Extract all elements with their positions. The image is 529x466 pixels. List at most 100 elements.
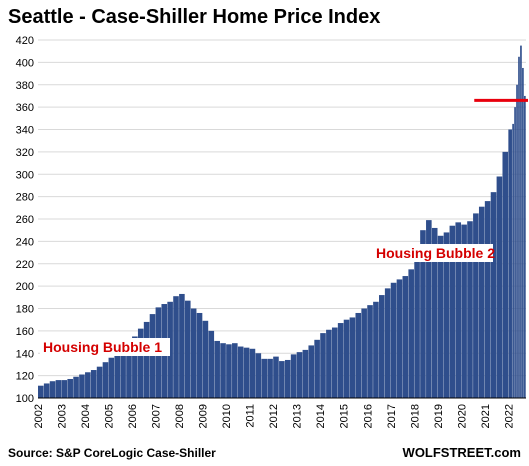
bar: [355, 312, 362, 398]
bar: [320, 333, 326, 398]
x-tick-label: 2020: [456, 404, 468, 428]
x-tick-label: 2005: [104, 404, 116, 428]
y-tick-label: 180: [16, 304, 34, 316]
bar: [167, 301, 173, 398]
bar: [120, 348, 126, 398]
bar: [137, 328, 144, 398]
x-tick-label: 2021: [480, 404, 492, 428]
bar: [61, 380, 68, 398]
bar: [49, 381, 56, 398]
bar: [261, 358, 268, 398]
bar: [396, 279, 403, 398]
bar: [524, 95, 526, 398]
bar: [331, 327, 338, 398]
bar: [455, 222, 462, 398]
x-tick-label: 2014: [315, 404, 327, 428]
y-tick-label: 320: [16, 147, 34, 159]
x-tick-label: 2002: [33, 404, 45, 428]
bar: [237, 346, 244, 398]
y-tick-label: 140: [16, 348, 34, 360]
bar: [508, 129, 512, 398]
bar: [90, 370, 97, 398]
bar: [126, 343, 132, 398]
bar: [196, 312, 203, 398]
y-tick-label: 360: [16, 102, 34, 114]
x-tick-label: 2003: [57, 404, 69, 428]
chart-title: Seattle - Case-Shiller Home Price Index: [8, 6, 381, 28]
bar: [184, 300, 191, 398]
bar: [314, 339, 320, 398]
bar: [484, 201, 491, 398]
annotation-label: Housing Bubble 2: [376, 245, 495, 261]
bar: [461, 224, 467, 398]
bar: [367, 305, 373, 398]
bar: [414, 259, 420, 398]
bar: [226, 344, 232, 398]
bar: [114, 353, 121, 398]
bar: [478, 206, 485, 398]
bar: [214, 340, 220, 398]
bar: [79, 374, 85, 398]
bar: [496, 176, 503, 398]
x-tick-label: 2017: [386, 404, 398, 428]
bar: [302, 349, 309, 398]
bar: [343, 319, 350, 398]
y-tick-label: 240: [16, 236, 34, 248]
x-tick-label: 2011: [245, 404, 257, 428]
bar: [249, 348, 256, 398]
x-tick-label: 2016: [362, 404, 374, 428]
bar: [284, 359, 291, 398]
bar: [337, 323, 344, 398]
y-tick-label: 200: [16, 281, 34, 293]
bar: [290, 354, 297, 398]
grid-lines: [38, 39, 526, 399]
y-tick-label: 100: [16, 393, 34, 405]
bar: [522, 67, 524, 398]
bar: [149, 314, 156, 398]
bar: [514, 107, 516, 398]
bar: [402, 276, 409, 398]
bar: [361, 308, 367, 398]
y-tick-label: 120: [16, 371, 34, 383]
annotation-bubble-2: Housing Bubble 2: [373, 244, 495, 262]
bar: [38, 385, 44, 398]
bar: [220, 343, 226, 398]
bar: [512, 123, 514, 398]
bar: [408, 269, 414, 398]
bar: [490, 192, 497, 398]
bar: [67, 378, 73, 398]
bar: [379, 295, 385, 398]
bar: [390, 282, 397, 398]
x-tick-label: 2006: [127, 404, 139, 428]
bar: [255, 353, 262, 398]
bar: [296, 352, 303, 398]
bar: [96, 366, 103, 398]
bar: [85, 372, 91, 398]
x-tick-label: 2008: [174, 404, 186, 428]
bar: [384, 288, 391, 398]
bar: [179, 293, 185, 398]
x-tick-label: 2015: [339, 404, 351, 428]
source-note: Source: S&P CoreLogic Case-Shiller: [8, 446, 216, 460]
x-tick-label: 2013: [292, 404, 304, 428]
bar: [108, 357, 115, 398]
bar: [190, 308, 197, 398]
bar: [449, 225, 456, 398]
x-tick-label: 2022: [503, 404, 515, 428]
brand-label: WOLFSTREET.com: [402, 445, 521, 460]
bar: [467, 221, 473, 398]
y-tick-label: 160: [16, 326, 34, 338]
bar: [520, 45, 522, 398]
bar: [143, 321, 150, 398]
bar: [373, 301, 379, 398]
x-tick-label: 2012: [268, 404, 280, 428]
x-tick-label: 2010: [221, 404, 233, 428]
bar: [279, 361, 285, 398]
x-tick-label: 2018: [409, 404, 421, 428]
x-tick-label: 2007: [151, 404, 163, 428]
bar: [208, 330, 215, 398]
y-tick-label: 300: [16, 169, 34, 181]
bar: [502, 151, 509, 398]
y-tick-label: 220: [16, 259, 34, 271]
annotation-label: Housing Bubble 1: [43, 339, 162, 355]
